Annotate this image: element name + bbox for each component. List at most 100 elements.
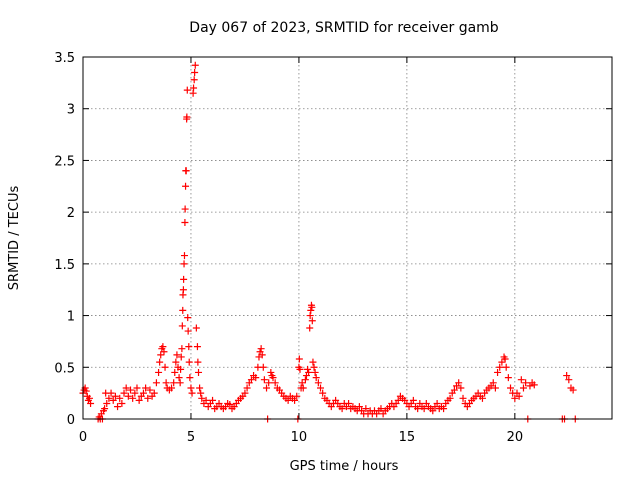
data-point xyxy=(362,405,370,413)
data-point xyxy=(183,86,191,94)
data-point xyxy=(170,379,178,387)
data-point xyxy=(259,363,267,371)
x-tick-label: 0 xyxy=(79,430,87,445)
data-point xyxy=(291,396,299,404)
data-point xyxy=(198,394,206,402)
y-tick-label: 2.5 xyxy=(54,154,75,169)
chart-title: Day 067 of 2023, SRMTID for receiver gam… xyxy=(189,20,499,36)
y-tick-label: 1.5 xyxy=(54,258,75,273)
y-tick-label: 3 xyxy=(67,103,75,118)
data-point xyxy=(180,260,188,268)
data-point xyxy=(111,392,119,400)
data-point xyxy=(139,389,147,397)
data-point xyxy=(185,358,193,366)
data-point xyxy=(309,358,317,366)
data-point xyxy=(293,392,301,400)
plot-frame xyxy=(82,56,613,420)
data-point xyxy=(175,374,183,382)
data-point xyxy=(263,384,271,392)
data-point xyxy=(176,379,184,387)
data-point xyxy=(120,389,128,397)
data-point xyxy=(190,76,198,84)
data-point xyxy=(511,394,519,402)
data-point xyxy=(202,396,210,404)
data-point xyxy=(257,345,265,353)
data-point xyxy=(105,394,113,402)
data-point xyxy=(124,392,132,400)
data-point xyxy=(186,374,194,382)
data-point xyxy=(159,343,167,351)
grid xyxy=(83,57,612,419)
data-point xyxy=(502,363,510,371)
y-tick-label: 3.5 xyxy=(54,51,75,66)
data-point xyxy=(459,394,467,402)
data-point xyxy=(271,379,279,387)
data-point xyxy=(241,389,249,397)
data-point xyxy=(114,403,122,411)
data-point xyxy=(133,384,141,392)
data-point xyxy=(299,384,307,392)
data-point xyxy=(177,365,185,373)
data-point xyxy=(296,365,304,373)
data-point xyxy=(191,69,199,77)
data-point xyxy=(319,389,327,397)
data-point xyxy=(494,368,502,376)
data-point xyxy=(507,384,515,392)
data-point xyxy=(183,113,191,121)
data-point xyxy=(496,363,504,371)
y-tick-label: 0.5 xyxy=(54,361,75,376)
data-point xyxy=(269,374,277,382)
x-tick-label: 15 xyxy=(399,430,416,445)
data-point xyxy=(243,384,251,392)
x-tick-label: 5 xyxy=(187,430,195,445)
data-point xyxy=(107,389,115,397)
data-point xyxy=(314,379,322,387)
data-point xyxy=(162,379,170,387)
data-point xyxy=(504,374,512,382)
data-point xyxy=(522,379,530,387)
data-point xyxy=(345,399,353,407)
x-tick-label: 10 xyxy=(291,430,308,445)
x-axis-label: GPS time / hours xyxy=(290,459,399,474)
axis-ticks: 0 0.5 1 1.5 2 2.5 3 3.5 0 5 10 15 20 xyxy=(54,51,612,445)
data-point xyxy=(491,384,499,392)
data-point xyxy=(157,351,165,359)
data-point xyxy=(565,376,573,384)
data-point xyxy=(515,392,523,400)
data-point xyxy=(301,376,309,384)
data-point xyxy=(87,399,95,407)
x-tick-label: 20 xyxy=(507,430,524,445)
data-point xyxy=(155,368,163,376)
data-point xyxy=(180,252,188,260)
data-point xyxy=(181,205,189,213)
data-point xyxy=(267,368,275,376)
data-point xyxy=(185,343,193,351)
data-point xyxy=(181,218,189,226)
data-point xyxy=(311,368,319,376)
data-point xyxy=(171,368,179,376)
data-point xyxy=(184,314,192,322)
data-point xyxy=(409,396,417,404)
data-point xyxy=(519,384,527,392)
y-tick-label: 0 xyxy=(67,413,75,428)
data-point xyxy=(194,358,202,366)
data-point xyxy=(446,394,454,402)
data-point xyxy=(82,387,90,395)
data-point xyxy=(127,386,135,394)
data-point xyxy=(160,348,168,356)
data-point xyxy=(258,351,266,359)
data-point xyxy=(209,396,217,404)
data-points xyxy=(79,61,579,423)
y-tick-label: 1 xyxy=(67,310,75,325)
data-point xyxy=(429,407,437,415)
data-point xyxy=(197,389,205,397)
data-point xyxy=(150,389,158,397)
data-point xyxy=(116,394,124,402)
data-point xyxy=(182,167,190,175)
data-point xyxy=(195,368,203,376)
y-tick-label: 2 xyxy=(67,206,75,221)
data-point xyxy=(317,384,325,392)
data-point xyxy=(178,345,186,353)
data-point xyxy=(530,381,538,389)
